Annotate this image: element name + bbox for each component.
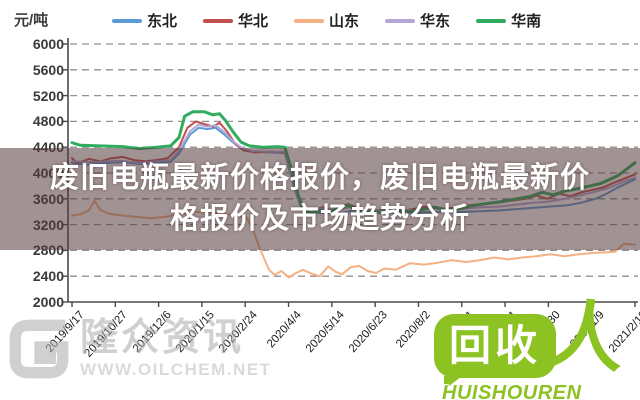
watermark-oilchem: 隆众资讯 WWW.OILCHEM.NET [6, 316, 272, 382]
legend-swatch-icon [203, 18, 234, 23]
y-tick-label: 2400 [32, 268, 64, 285]
legend-swatch-icon [476, 18, 507, 23]
legend-label: 华北 [238, 13, 269, 30]
legend-item-华南: 华南 [476, 10, 541, 31]
y-tick-label: 2000 [32, 294, 64, 310]
watermark-huishouren: 回收 人 HUISHOUREN [434, 291, 634, 400]
headline-overlay: 废旧电瓶最新价格报价，废旧电瓶最新价 格报价及市场趋势分析 [0, 148, 640, 250]
legend-item-华东: 华东 [385, 10, 450, 31]
headline-line-1: 废旧电瓶最新价格报价，废旧电瓶最新价 [49, 162, 590, 194]
y-tick-label: 4800 [32, 113, 64, 130]
huishouren-caption: HUISHOUREN [442, 382, 582, 400]
legend-swatch-icon [112, 18, 142, 23]
legend-swatch-icon [385, 18, 416, 23]
person-glyph-icon: 人 [545, 291, 629, 382]
oilchem-url: WWW.OILCHEM.NET [80, 360, 272, 379]
oilchem-logo-icon [9, 319, 69, 379]
legend-item-山东: 山东 [294, 10, 359, 31]
legend-swatch-icon [294, 18, 325, 23]
recycle-bubble-text: 回收 [448, 322, 541, 369]
oilchem-name: 隆众资讯 [80, 317, 245, 359]
legend-item-东北: 东北 [112, 10, 177, 31]
legend-label: 华东 [420, 13, 451, 30]
y-tick-label: 5600 [32, 61, 64, 78]
headline-line-2: 格报价及市场趋势分析 [169, 203, 470, 235]
recycle-bubble-icon: 回收 [434, 314, 556, 390]
chart-legend: 东北 华北 山东 华东 华南 [112, 10, 541, 31]
legend-label: 山东 [329, 13, 360, 30]
y-axis-unit-label: 元/吨 [14, 12, 49, 29]
legend-label: 东北 [147, 13, 178, 30]
y-tick-label: 5200 [32, 87, 64, 104]
legend-item-华北: 华北 [203, 10, 268, 31]
y-tick-label: 6000 [32, 36, 64, 52]
legend-label: 华南 [511, 13, 542, 30]
